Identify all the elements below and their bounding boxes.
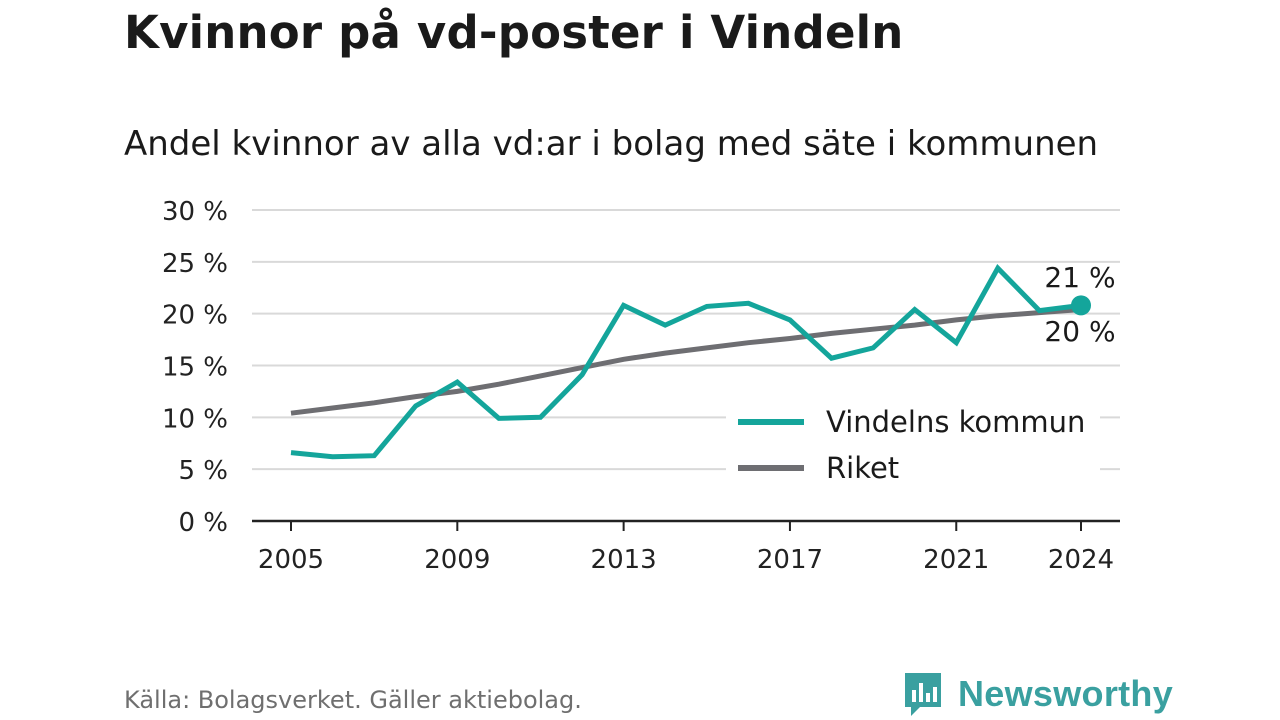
x-tick-label: 2024 [1048, 545, 1114, 575]
legend-label: Vindelns kommun [826, 405, 1085, 439]
grid-lines [252, 209, 1120, 471]
chart-title: Kvinnor på vd-poster i Vindeln [124, 6, 904, 59]
x-tick-label: 2021 [923, 545, 989, 575]
y-tick-label: 25 % [162, 249, 228, 279]
y-tick-label: 20 % [162, 301, 228, 331]
riket-line [290, 307, 1082, 416]
vindeln-end-marker [1071, 295, 1091, 316]
x-tick-label: 2017 [757, 545, 823, 575]
x-tick-label: 2013 [591, 545, 657, 575]
end-labels: 21 % 20 % [1044, 261, 1115, 348]
y-axis-ticks: 0 % 5 % 10 % 15 % 20 % 25 % 30 % [162, 197, 228, 538]
newsworthy-logo-icon [905, 673, 941, 716]
legend-background [726, 396, 1100, 496]
brand-logo[interactable]: Newsworthy [902, 670, 1173, 718]
x-axis-ticks: 2005 2009 2013 2017 2021 2024 [258, 521, 1114, 575]
y-tick-label: 5 % [178, 456, 228, 486]
vindeln-line [290, 263, 1082, 460]
series-lines [290, 263, 1091, 460]
vindeln-end-label: 21 % [1044, 261, 1115, 294]
riket-end-label: 20 % [1044, 315, 1115, 348]
brand-name: Newsworthy [958, 673, 1174, 714]
y-tick-label: 15 % [162, 353, 228, 383]
y-tick-label: 30 % [162, 197, 228, 227]
y-tick-label: 0 % [178, 508, 228, 538]
legend-label: Riket [826, 451, 899, 485]
chart-subtitle: Andel kvinnor av alla vd:ar i bolag med … [124, 124, 1099, 164]
legend: Vindelns kommun Riket [726, 396, 1100, 496]
x-tick-label: 2005 [258, 545, 324, 575]
y-tick-label: 10 % [162, 404, 228, 434]
source-note: Källa: Bolagsverket. Gäller aktiebolag. [124, 686, 582, 714]
x-tick-label: 2009 [424, 545, 490, 575]
